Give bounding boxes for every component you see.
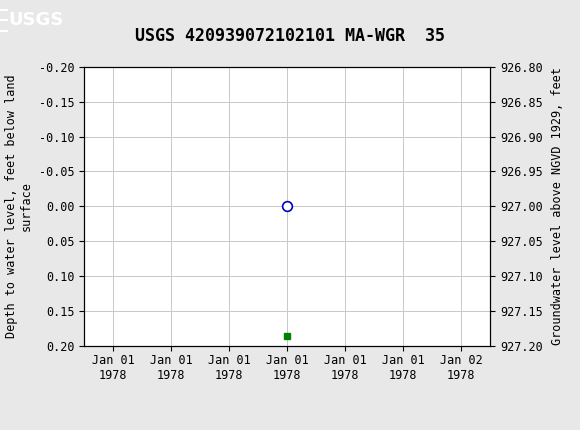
Y-axis label: Depth to water level, feet below land
surface: Depth to water level, feet below land su… bbox=[5, 74, 33, 338]
Text: USGS: USGS bbox=[9, 12, 64, 29]
Y-axis label: Groundwater level above NGVD 1929, feet: Groundwater level above NGVD 1929, feet bbox=[551, 68, 564, 345]
Text: USGS 420939072102101 MA-WGR  35: USGS 420939072102101 MA-WGR 35 bbox=[135, 27, 445, 45]
